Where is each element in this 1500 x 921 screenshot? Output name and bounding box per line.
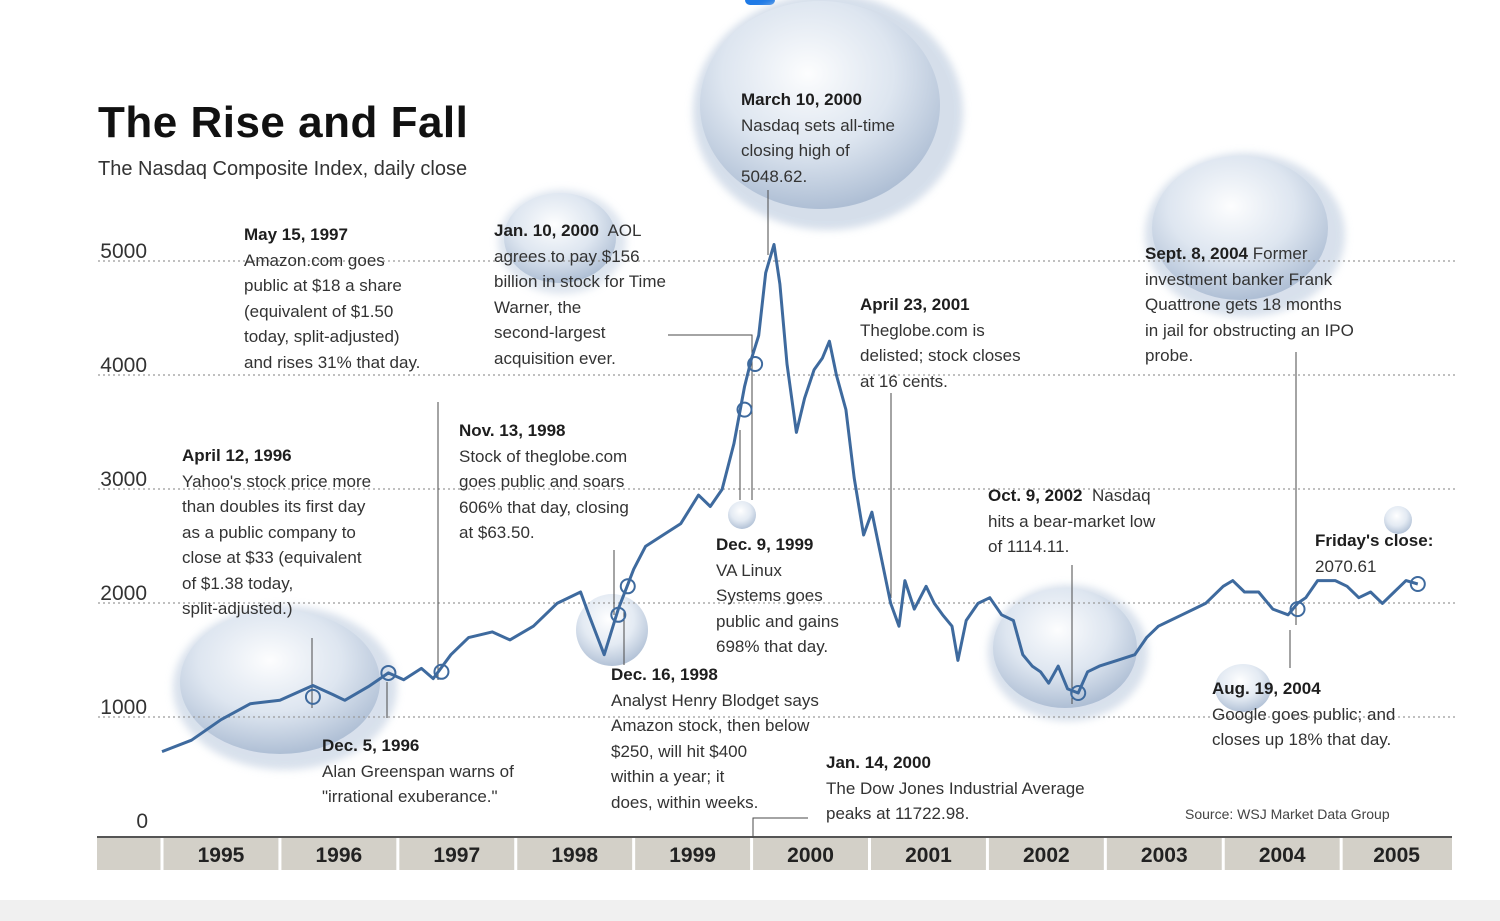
x-tick-label: 1996: [316, 844, 363, 867]
annotation-date: May 15, 1997: [244, 225, 348, 244]
annotation-date: Sept. 8, 2004: [1145, 244, 1249, 263]
event-marker: [736, 401, 753, 418]
event-markers: [304, 356, 1426, 705]
annotation-oct-2002: Oct. 9, 2002 Nasdaq hits a bear-market l…: [988, 486, 1156, 556]
y-tick-label: 3000: [100, 468, 147, 491]
event-marker: [433, 663, 450, 680]
annotation-mar-2000: March 10, 2000 Nasdaq sets all-time clos…: [741, 90, 896, 186]
annotation-dec-1996: Dec. 5, 1996 Alan Greenspan warns of "ir…: [322, 736, 514, 806]
event-marker: [747, 356, 764, 372]
bubble: [728, 501, 756, 529]
bubble: [1145, 153, 1345, 317]
annotation-nov-1998: Nov. 13, 1998 Stock of theglobe.com goes…: [459, 421, 629, 542]
annotation-jan-2000-aol: Jan. 10, 2000 AOL agrees to pay $156 bil…: [494, 221, 666, 368]
annotation-date: Oct. 9, 2002: [988, 486, 1083, 505]
bubble: [988, 585, 1148, 721]
y-tick-label: 1000: [100, 696, 147, 719]
y-tick-label: 2000: [100, 582, 147, 605]
x-tick-label: 2003: [1141, 844, 1188, 867]
event-marker: [619, 578, 636, 595]
x-tick-label: 1998: [551, 844, 598, 867]
leader-line-dow: [752, 817, 808, 838]
annotation-date: Dec. 9, 1999: [716, 535, 814, 554]
annotation-date: Jan. 14, 2000: [826, 753, 931, 772]
top-blue-marker: [745, 0, 775, 5]
leader-line-aol: [668, 334, 753, 500]
annotation-apr-2001: April 23, 2001 Theglobe.com is delisted;…: [860, 295, 1021, 391]
annotation-date: Friday's close:: [1315, 531, 1434, 550]
chart-subtitle: The Nasdaq Composite Index, daily close: [98, 158, 468, 180]
annotation-dec-1998: Dec. 16, 1998 Analyst Henry Blodget says…: [611, 665, 819, 812]
event-marker: [1409, 576, 1426, 593]
chart-title: The Rise and Fall: [98, 98, 469, 147]
bottom-scroll-strip: [0, 900, 1500, 921]
annotation-apr-1996: April 12, 1996 Yahoo's stock price more …: [182, 446, 372, 618]
decorative-bubbles: [173, 0, 1412, 770]
x-tick-label: 1995: [198, 844, 245, 867]
x-tick-label: 2005: [1373, 844, 1420, 867]
annotation-date: April 23, 2001: [860, 295, 970, 314]
x-tick-label: 1999: [669, 844, 716, 867]
x-tick-label: 2004: [1259, 844, 1306, 867]
bubble: [693, 0, 963, 230]
event-marker: [610, 606, 627, 623]
y-tick-label: 5000: [100, 240, 147, 263]
y-tick-labels: 0 1000 2000 3000 4000 5000: [100, 240, 148, 833]
annotation-jan-2000-dow: Jan. 14, 2000 The Dow Jones Industrial A…: [826, 753, 1085, 823]
x-tick-label: 1997: [433, 844, 480, 867]
annotation-friday-close: Friday's close: 2070.61: [1315, 531, 1434, 576]
y-tick-label: 0: [136, 810, 148, 833]
annotation-date: Dec. 16, 1998: [611, 665, 718, 684]
annotation-date: Aug. 19, 2004: [1212, 679, 1321, 698]
bubble: [173, 606, 397, 770]
x-tick-label: 2000: [787, 844, 834, 867]
annotation-dec-1999: Dec. 9, 1999 VA Linux Systems goes publi…: [716, 535, 839, 656]
annotation-date: Jan. 10, 2000: [494, 221, 599, 240]
bubble: [1215, 664, 1271, 712]
gridlines: [98, 260, 1455, 718]
y-tick-label: 4000: [100, 354, 147, 377]
source-note: Source: WSJ Market Data Group: [1185, 806, 1390, 822]
nasdaq-series-line: [161, 243, 1419, 753]
event-marker: [304, 688, 321, 705]
annotation-may-1997: May 15, 1997 Amazon.com goes public at $…: [244, 225, 421, 372]
event-marker: [380, 664, 397, 681]
leader-lines: [311, 190, 1297, 838]
bubble: [1384, 506, 1412, 534]
x-tick-label: 2001: [905, 844, 952, 867]
annotation-date: Nov. 13, 1998: [459, 421, 566, 440]
annotation-date: March 10, 2000: [741, 90, 862, 109]
annotation-date: April 12, 1996: [182, 446, 292, 465]
annotation-date: Dec. 5, 1996: [322, 736, 420, 755]
annotation-aug-2004: Aug. 19, 2004 Google goes public; and cl…: [1212, 679, 1396, 749]
annotation-sep-2004: Sept. 8, 2004 Former investment banker F…: [1145, 244, 1354, 365]
x-tick-label: 2002: [1023, 844, 1070, 867]
event-marker: [1070, 685, 1087, 702]
x-axis-band-background: [97, 838, 1452, 870]
x-axis-band: 1995 1996 1997 1998 1999 2000 2001 2002 2003 2004…: [97, 836, 1452, 870]
event-marker: [1289, 601, 1306, 618]
